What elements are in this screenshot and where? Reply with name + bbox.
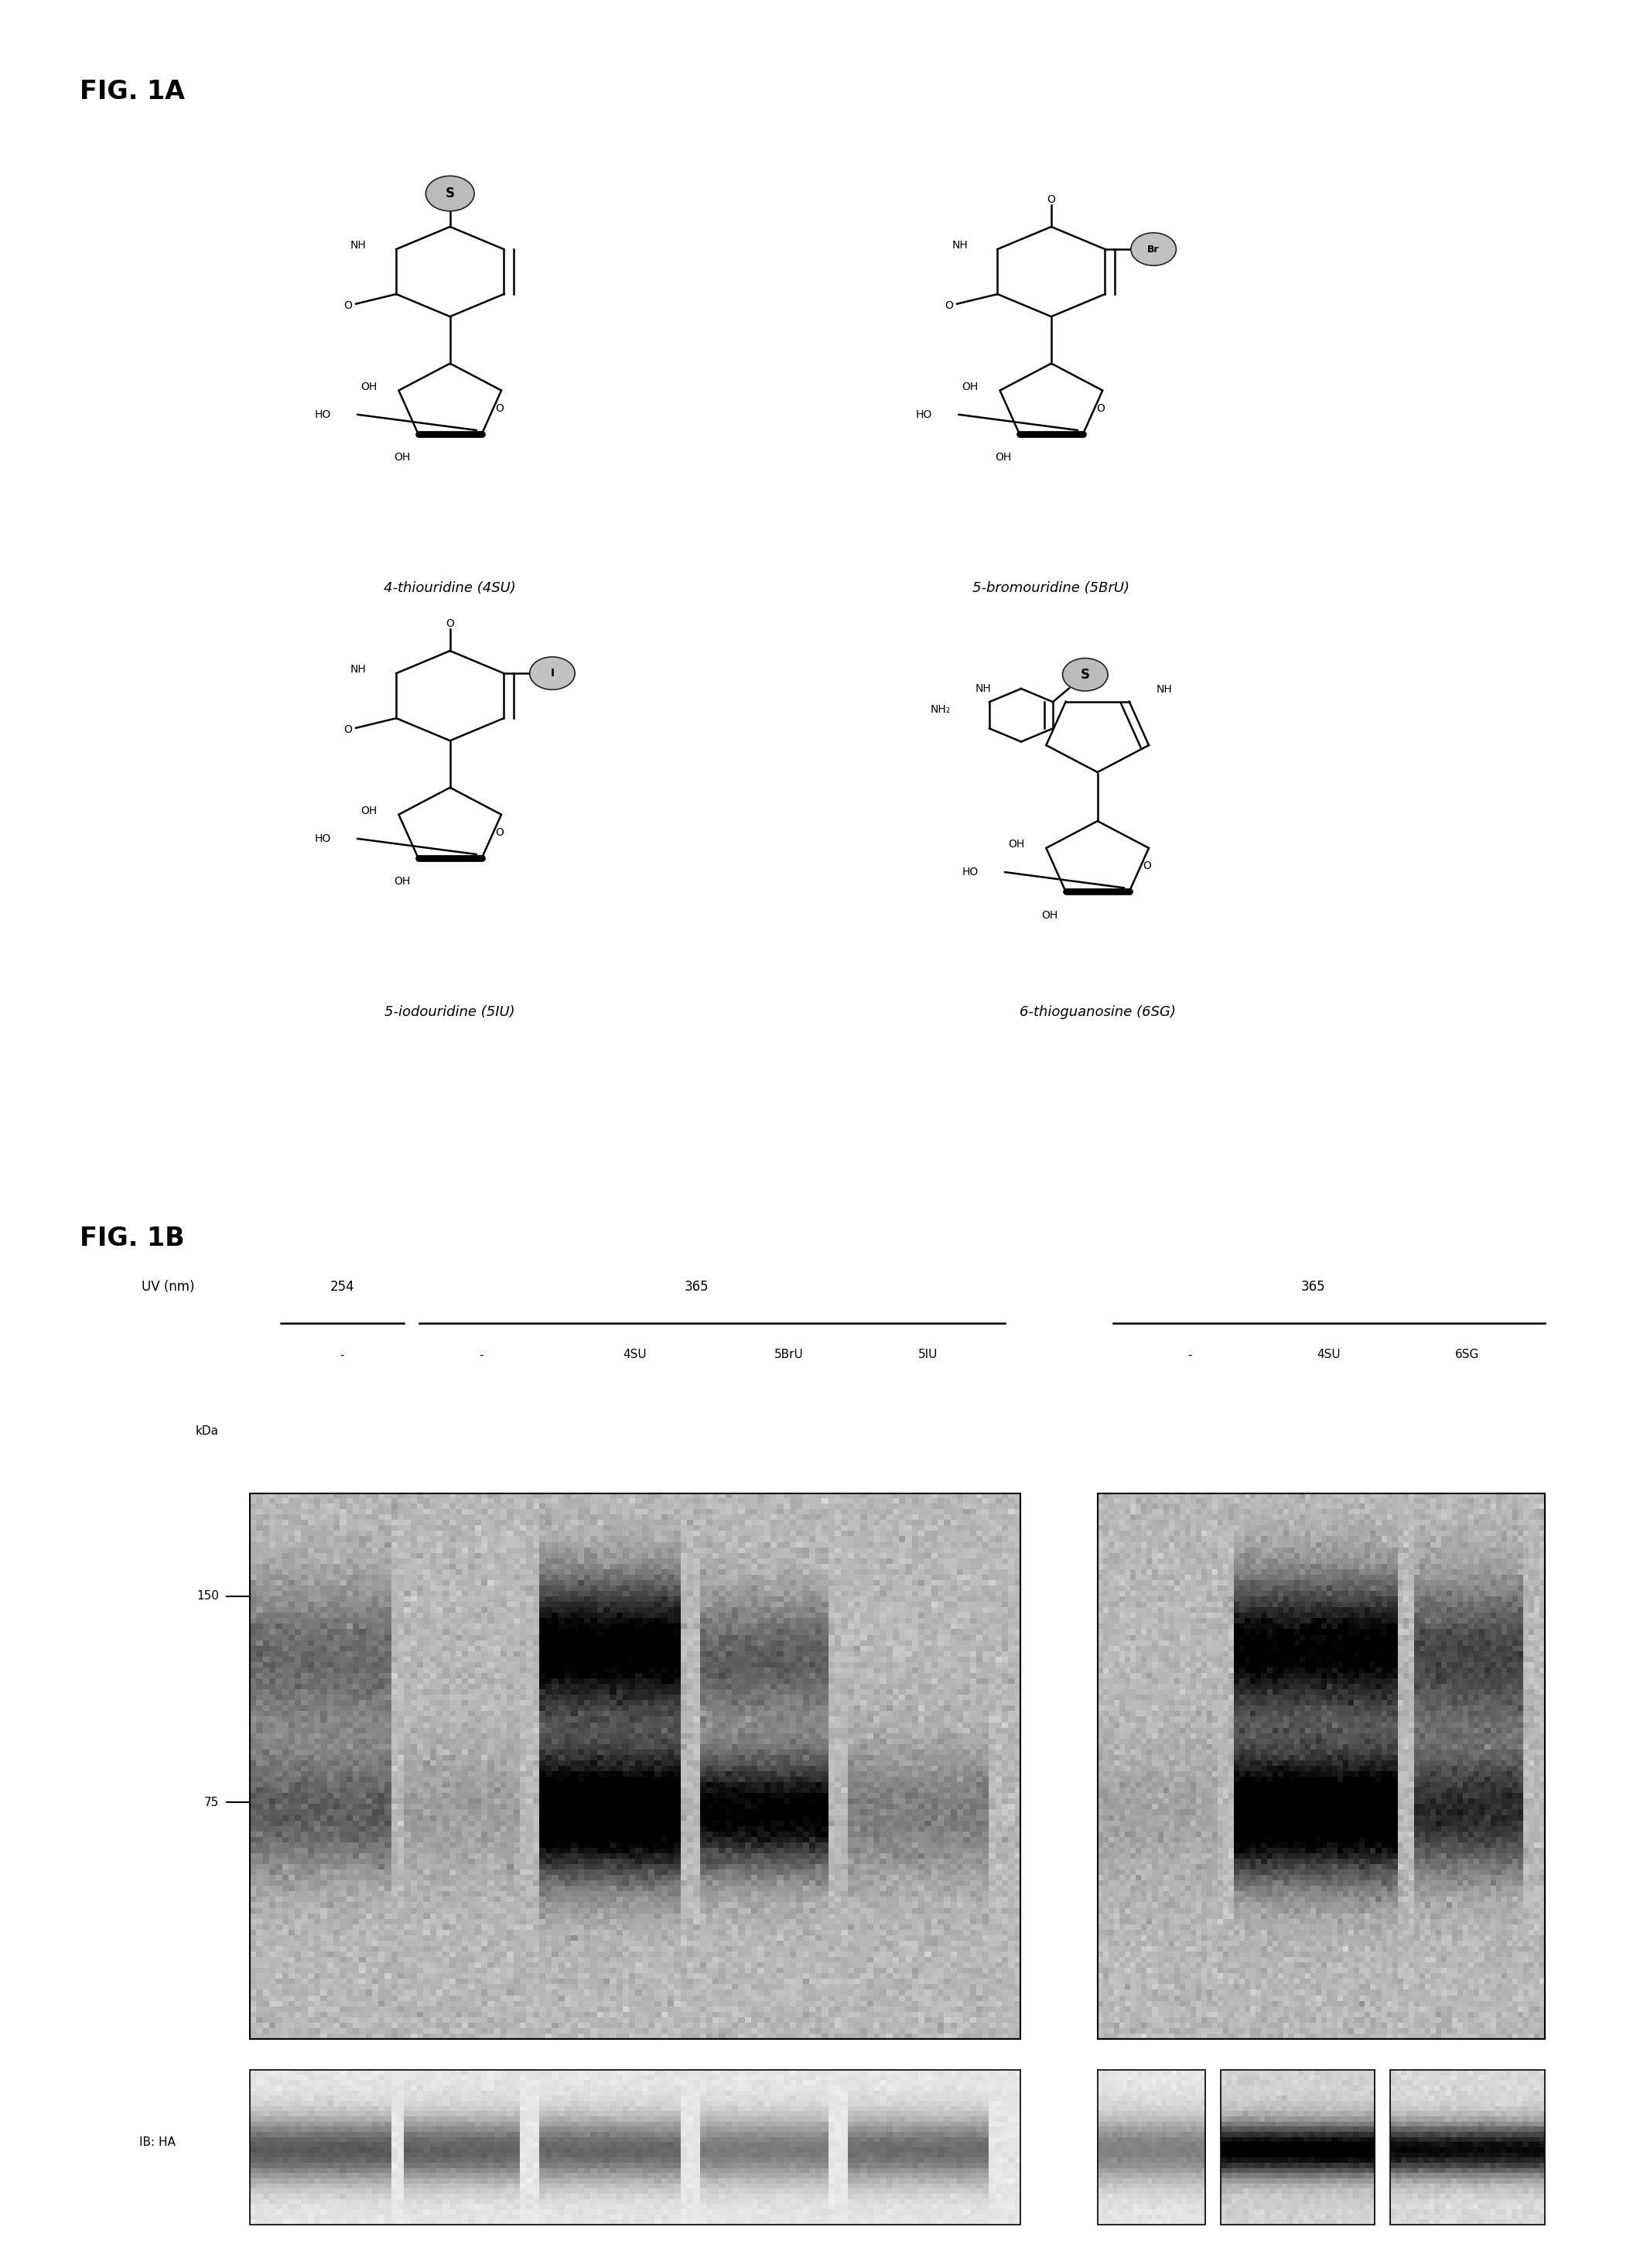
Text: HO: HO xyxy=(315,408,331,420)
Bar xyxy=(1097,2071,1205,2225)
Text: O: O xyxy=(945,299,953,311)
Text: HO: HO xyxy=(915,408,932,420)
Text: 6SG: 6SG xyxy=(1455,1349,1479,1361)
Text: 75: 75 xyxy=(203,1796,218,1808)
Text: HO: HO xyxy=(315,832,331,844)
Text: O: O xyxy=(495,404,503,413)
Text: -: - xyxy=(339,1349,344,1361)
Text: OH: OH xyxy=(394,451,410,463)
Text: S: S xyxy=(446,186,454,200)
Text: NH: NH xyxy=(351,240,366,252)
Text: 365: 365 xyxy=(684,1279,708,1295)
Text: NH: NH xyxy=(351,665,366,676)
Text: OH: OH xyxy=(963,381,979,392)
Text: O: O xyxy=(343,723,353,735)
Text: 4-thiouridine (4SU): 4-thiouridine (4SU) xyxy=(384,581,517,594)
Text: -: - xyxy=(479,1349,482,1361)
Text: NH: NH xyxy=(951,240,968,252)
Text: 5BrU: 5BrU xyxy=(774,1349,804,1361)
Text: O: O xyxy=(495,828,503,837)
Text: 4SU: 4SU xyxy=(623,1349,646,1361)
Circle shape xyxy=(530,658,576,689)
Text: 5-iodouridine (5IU): 5-iodouridine (5IU) xyxy=(385,1005,515,1018)
Text: NH₂: NH₂ xyxy=(932,705,951,714)
Text: OH: OH xyxy=(1041,909,1058,921)
Text: 365: 365 xyxy=(1301,1279,1325,1295)
Text: 150: 150 xyxy=(197,1590,218,1601)
Text: O: O xyxy=(343,299,353,311)
Text: IB: HA: IB: HA xyxy=(139,2136,175,2148)
Circle shape xyxy=(1132,234,1176,265)
Text: O: O xyxy=(1046,195,1056,204)
Text: I: I xyxy=(551,667,554,678)
Text: OH: OH xyxy=(361,805,377,816)
Text: OH: OH xyxy=(995,451,1012,463)
Text: Br: Br xyxy=(1148,245,1159,254)
Text: S: S xyxy=(1081,667,1091,683)
Circle shape xyxy=(426,177,474,211)
Text: 254: 254 xyxy=(330,1279,354,1295)
Text: O: O xyxy=(446,619,454,628)
Text: OH: OH xyxy=(394,875,410,887)
Text: FIG. 1B: FIG. 1B xyxy=(80,1225,185,1252)
Text: UV (nm): UV (nm) xyxy=(141,1279,195,1295)
Text: -: - xyxy=(1187,1349,1192,1361)
Bar xyxy=(249,2071,1020,2225)
Text: OH: OH xyxy=(1009,839,1025,850)
Text: 5IU: 5IU xyxy=(918,1349,938,1361)
Text: NH: NH xyxy=(1156,685,1173,696)
Text: 5-bromouridine (5BrU): 5-bromouridine (5BrU) xyxy=(973,581,1130,594)
Bar xyxy=(1391,2071,1545,2225)
Text: HO: HO xyxy=(961,866,977,878)
Bar xyxy=(1220,2071,1374,2225)
Text: kDa: kDa xyxy=(195,1427,218,1438)
Circle shape xyxy=(1063,658,1109,692)
Text: O: O xyxy=(1143,860,1151,871)
Text: NH: NH xyxy=(976,683,992,694)
Text: FIG. 1A: FIG. 1A xyxy=(80,79,185,104)
Text: O: O xyxy=(1097,404,1105,413)
Text: 6-thioguanosine (6SG): 6-thioguanosine (6SG) xyxy=(1020,1005,1176,1018)
Text: OH: OH xyxy=(361,381,377,392)
Text: 4SU: 4SU xyxy=(1317,1349,1340,1361)
Bar xyxy=(1097,1492,1545,2039)
Bar xyxy=(249,1492,1020,2039)
